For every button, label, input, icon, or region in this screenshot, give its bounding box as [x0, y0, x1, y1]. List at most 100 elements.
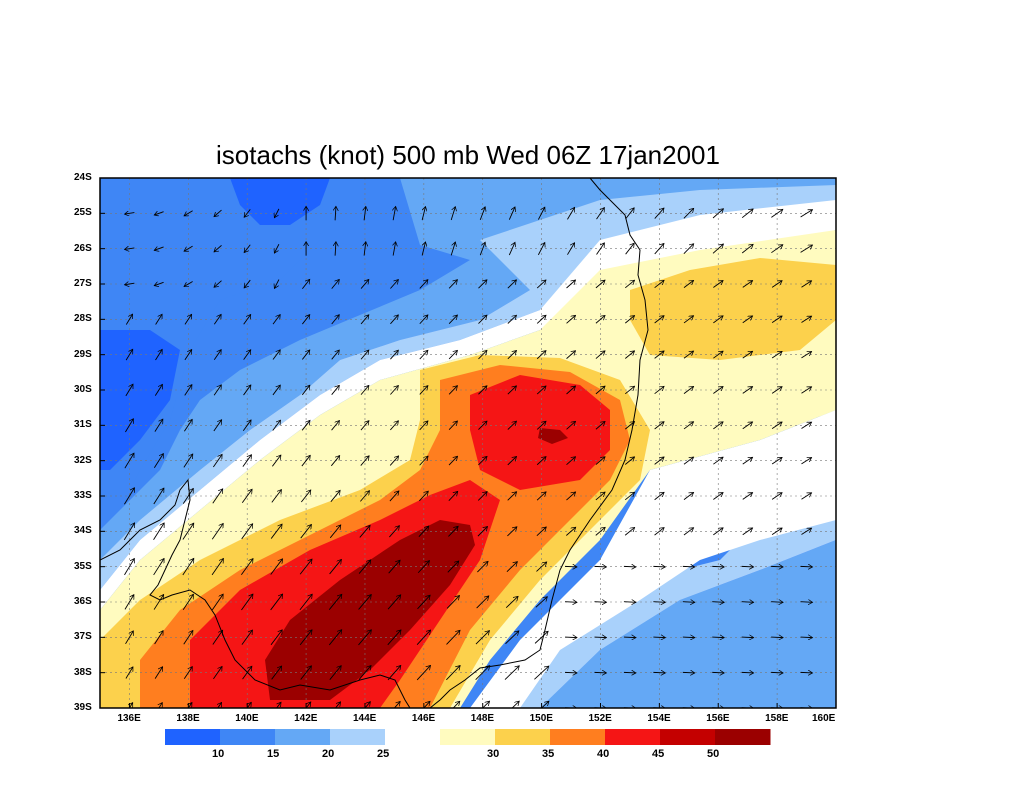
wind-arrow — [182, 488, 193, 504]
lon-tick-label: 152E — [588, 713, 612, 724]
wind-arrow — [153, 594, 165, 610]
wind-arrow — [358, 666, 371, 681]
wind-arrow — [302, 315, 309, 325]
wind-arrow — [243, 385, 251, 396]
wind-arrow — [302, 350, 309, 360]
wind-arrow — [244, 279, 251, 288]
wind-arrow — [742, 528, 753, 536]
wind-arrow — [683, 316, 694, 324]
wind-arrow — [713, 457, 723, 465]
wind-arrow — [682, 566, 695, 567]
wind-arrow — [213, 350, 221, 360]
wind-arrow — [742, 457, 753, 465]
wind-arrow — [214, 209, 222, 217]
wind-arrow — [475, 631, 490, 645]
wind-arrow — [801, 492, 811, 500]
wind-arrow — [682, 602, 695, 603]
wind-arrow — [243, 314, 251, 325]
wind-arrow — [390, 280, 398, 289]
lon-tick-label: 146E — [411, 713, 436, 724]
wind-arrow — [155, 314, 163, 325]
wind-arrow — [654, 492, 664, 501]
wind-arrow — [390, 421, 398, 431]
colorbar-label: 30 — [487, 748, 500, 760]
wind-arrow — [623, 672, 636, 673]
wind-arrow — [242, 455, 252, 467]
wind-arrow — [713, 351, 723, 359]
wind-arrow — [741, 244, 753, 254]
wind-arrow — [713, 386, 723, 394]
wind-arrow — [566, 280, 576, 289]
axis-ticks — [100, 177, 837, 709]
lon-tick-label: 136E — [117, 713, 141, 724]
colorbar-label: 35 — [542, 748, 555, 760]
colorbar-label: 25 — [377, 748, 390, 760]
wind-arrow — [242, 420, 251, 431]
wind-arrow — [183, 454, 193, 468]
wind-arrow — [272, 455, 281, 467]
colorbar-swatch — [440, 729, 496, 745]
wind-arrow — [534, 666, 548, 680]
wind-arrow — [390, 385, 398, 395]
wind-arrow — [328, 594, 342, 610]
wind-arrow — [450, 242, 455, 256]
lon-tick-label: 138E — [176, 713, 200, 724]
lon-tick-label: 154E — [647, 713, 671, 724]
wind-arrow — [654, 208, 664, 219]
wind-arrow — [624, 386, 634, 395]
wind-arrow — [124, 453, 135, 469]
wind-arrow — [448, 421, 457, 431]
wind-arrow — [334, 702, 340, 708]
wind-arrow — [594, 602, 606, 603]
wind-arrow — [624, 316, 634, 324]
wind-arrow — [742, 387, 753, 394]
wind-arrow — [419, 386, 428, 395]
wind-arrow — [742, 351, 753, 359]
wind-arrow — [185, 702, 192, 708]
lat-tick-label: 38S — [74, 666, 92, 678]
wind-arrow — [390, 315, 398, 325]
wind-arrow — [417, 561, 429, 574]
wind-arrow — [595, 386, 605, 395]
wind-arrow — [214, 702, 222, 708]
lat-tick-label: 35S — [74, 560, 92, 572]
wind-arrow — [421, 242, 425, 256]
wind-arrow — [358, 630, 371, 646]
wind-arrow — [653, 602, 665, 603]
wind-arrow — [154, 247, 164, 250]
wind-arrow — [154, 419, 164, 432]
wind-arrow — [213, 454, 222, 468]
wind-arrow — [683, 244, 694, 254]
wind-vectors — [124, 206, 813, 708]
wind-arrow — [536, 386, 546, 395]
wind-arrow — [801, 280, 811, 288]
lat-tick-label: 25S — [74, 207, 92, 219]
wind-arrow — [213, 666, 222, 680]
wind-arrow — [507, 351, 517, 360]
wind-arrow — [566, 527, 575, 536]
wind-arrow — [243, 702, 251, 708]
wind-arrow — [274, 244, 280, 253]
wind-arrow — [270, 524, 282, 539]
wind-arrow — [300, 524, 312, 539]
wind-arrow — [683, 386, 694, 394]
wind-arrow — [683, 528, 694, 536]
wind-arrow — [387, 630, 401, 646]
wind-arrow — [800, 672, 813, 673]
wind-arrow — [536, 562, 546, 572]
wind-arrow — [741, 637, 754, 638]
wind-arrow — [272, 315, 280, 325]
wind-arrow — [241, 524, 253, 540]
lat-tick-label: 37S — [74, 631, 92, 643]
lon-tick-label: 140E — [235, 713, 259, 724]
wind-arrow — [683, 351, 694, 359]
wind-arrow — [771, 387, 782, 394]
lat-tick-label: 24S — [74, 172, 92, 183]
wind-arrow — [452, 701, 460, 708]
colorbar-swatch — [385, 729, 441, 745]
wind-arrow — [299, 630, 312, 646]
wind-arrow — [653, 637, 665, 638]
wind-arrow — [329, 525, 341, 539]
wind-arrow — [741, 602, 754, 603]
